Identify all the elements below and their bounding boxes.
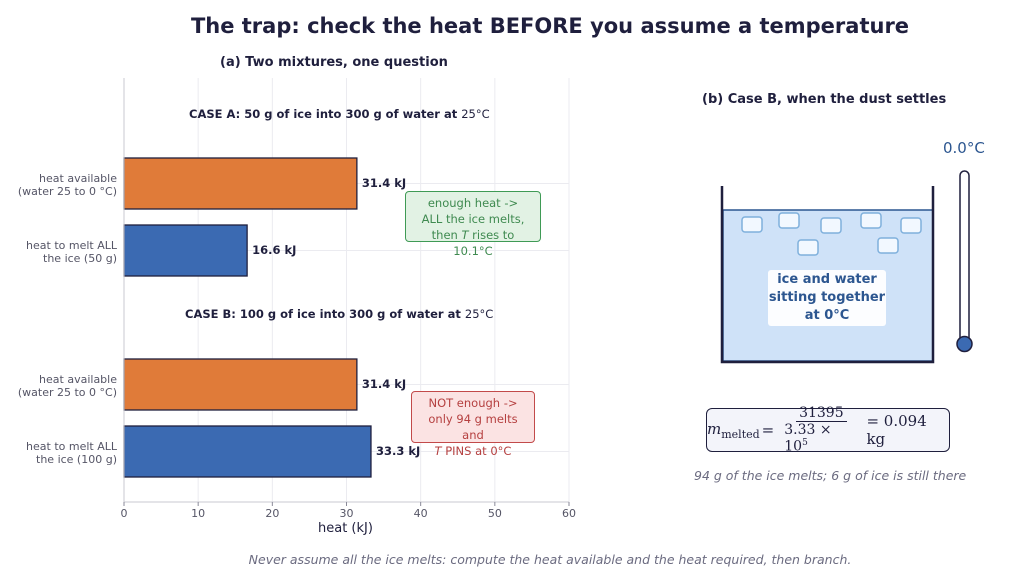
beaker-label-line: ice and water: [777, 272, 877, 287]
panel-b-title: (b) Case B, when the dust settles: [702, 92, 947, 107]
x-tick-label: 0: [120, 507, 128, 520]
case-a-title: CASE A: 50 g of ice into 300 g of water …: [189, 107, 490, 121]
case-b-title: CASE B: 100 g of ice into 300 g of water…: [185, 307, 494, 321]
bar: [123, 358, 358, 411]
panel-a-title: (a) Two mixtures, one question: [220, 55, 448, 70]
callout-case-a: enough heat -> ALL the ice melts, then T…: [405, 191, 541, 258]
callout-line: then T rises to 10.1°C: [431, 228, 515, 258]
callout-case-b: NOT enough -> only 94 g melts and T PINS…: [411, 391, 535, 458]
ice-cube-icon: [778, 212, 800, 229]
bar: [123, 157, 358, 210]
formula-fraction: 31395 3.33 × 105: [781, 405, 861, 455]
y-label-b-available: heat available (water 25 to 0 °C): [17, 373, 117, 399]
bar-chart: [123, 78, 570, 506]
beaker-outline: [720, 186, 935, 364]
callout-line: NOT enough ->: [428, 396, 518, 410]
beaker-label: ice and water sitting together at 0°C: [768, 270, 886, 326]
y-label-b-melt: heat to melt ALL the ice (100 g): [26, 440, 117, 466]
x-axis-label: heat (kJ): [318, 521, 373, 536]
x-tick-label: 50: [487, 507, 502, 520]
beaker-label-line: at 0°C: [804, 308, 850, 323]
thermometer-readout: 0.0°C: [943, 139, 985, 157]
x-tick-label: 60: [562, 507, 576, 520]
thermometer-icon: [959, 170, 970, 344]
bar-value-label: 16.6 kJ: [252, 243, 297, 257]
ice-cube-icon: [797, 239, 819, 256]
panel-b-note: 94 g of the ice melts; 6 g of ice is sti…: [694, 468, 967, 483]
ice-cube-icon: [877, 237, 899, 254]
thermometer-bulb: [956, 335, 973, 353]
main-title: The trap: check the heat BEFORE you assu…: [190, 14, 910, 38]
bar: [123, 224, 248, 277]
y-label-a-available: heat available (water 25 to 0 °C): [17, 172, 117, 198]
bar-value-label: 33.3 kJ: [375, 444, 421, 458]
callout-line: enough heat ->: [427, 196, 519, 210]
x-tick-label: 10: [191, 507, 206, 520]
ice-cube-icon: [741, 216, 763, 233]
bar: [123, 425, 372, 478]
x-tick-label: 20: [265, 507, 280, 520]
formula-result: = 0.094 kg: [866, 412, 927, 448]
ice-cube-icon: [900, 217, 922, 234]
formula-lhs: mmelted: [707, 419, 760, 441]
footer-note: Never assume all the ice melts: compute …: [248, 552, 852, 567]
beaker-label-line: sitting together: [768, 290, 886, 305]
callout-line: ALL the ice melts,: [421, 212, 525, 226]
x-tick-label: 30: [339, 507, 354, 520]
x-tick-label: 40: [413, 507, 428, 520]
callout-line: only 94 g melts and: [428, 412, 518, 442]
bar-value-label: 31.4 kJ: [361, 377, 407, 391]
y-label-a-melt: heat to melt ALL the ice (50 g): [26, 239, 117, 265]
callout-line: T PINS at 0°C: [434, 444, 512, 458]
ice-cube-icon: [860, 212, 882, 229]
formula-box: mmelted = 31395 3.33 × 105 = 0.094 kg: [706, 405, 950, 455]
bar-value-label: 31.4 kJ: [361, 176, 407, 190]
ice-cube-icon: [820, 217, 842, 234]
